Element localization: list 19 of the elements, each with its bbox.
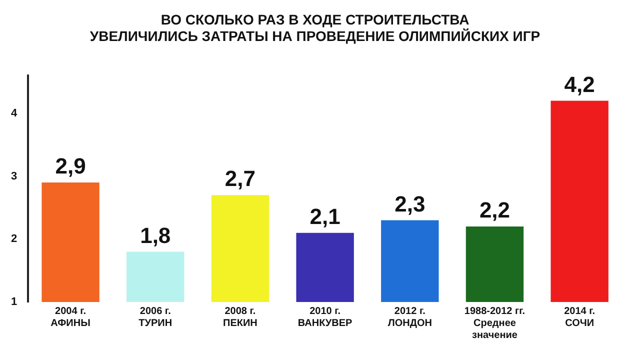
y-tick-label: 1 — [10, 296, 18, 308]
x-tick-label: 2004 г. АФИНЫ — [50, 306, 91, 329]
x-tick-label: 1988-2012 гг. Среднее значение — [464, 306, 526, 341]
chart-title: ВО СКОЛЬКО РАЗ В ХОДЕ СТРОИТЕЛЬСТВА УВЕЛИЧИЛИСЬ ЗАТРАТЫ НА ПРОВЕДЕНИЕ ОЛИМПИЙСКИХ ИГР — [90, 11, 540, 44]
x-tick-label: 2006 г. ТУРИН — [138, 306, 172, 329]
y-tick-label: 3 — [10, 170, 18, 182]
x-tick-label: 2014 г. СОЧИ — [564, 306, 596, 329]
data-label: 2,7 — [224, 166, 256, 192]
data-label: 2,2 — [479, 198, 510, 223]
y-tick-label: 4 — [10, 107, 18, 120]
data-label: 2,1 — [310, 204, 340, 229]
data-label: 1,8 — [140, 222, 171, 248]
y-tick-label: 2 — [10, 233, 18, 246]
x-tick-label: 2008 г. ПЕКИН — [223, 306, 258, 329]
data-label: 4,2 — [564, 72, 595, 97]
data-label: 2,3 — [394, 191, 426, 216]
data-label: 2,9 — [55, 154, 86, 179]
x-tick-label: 2012 г. ЛОНДОН — [388, 306, 432, 329]
x-tick-label: 2010 г. ВАНКУВЕР — [298, 306, 353, 329]
